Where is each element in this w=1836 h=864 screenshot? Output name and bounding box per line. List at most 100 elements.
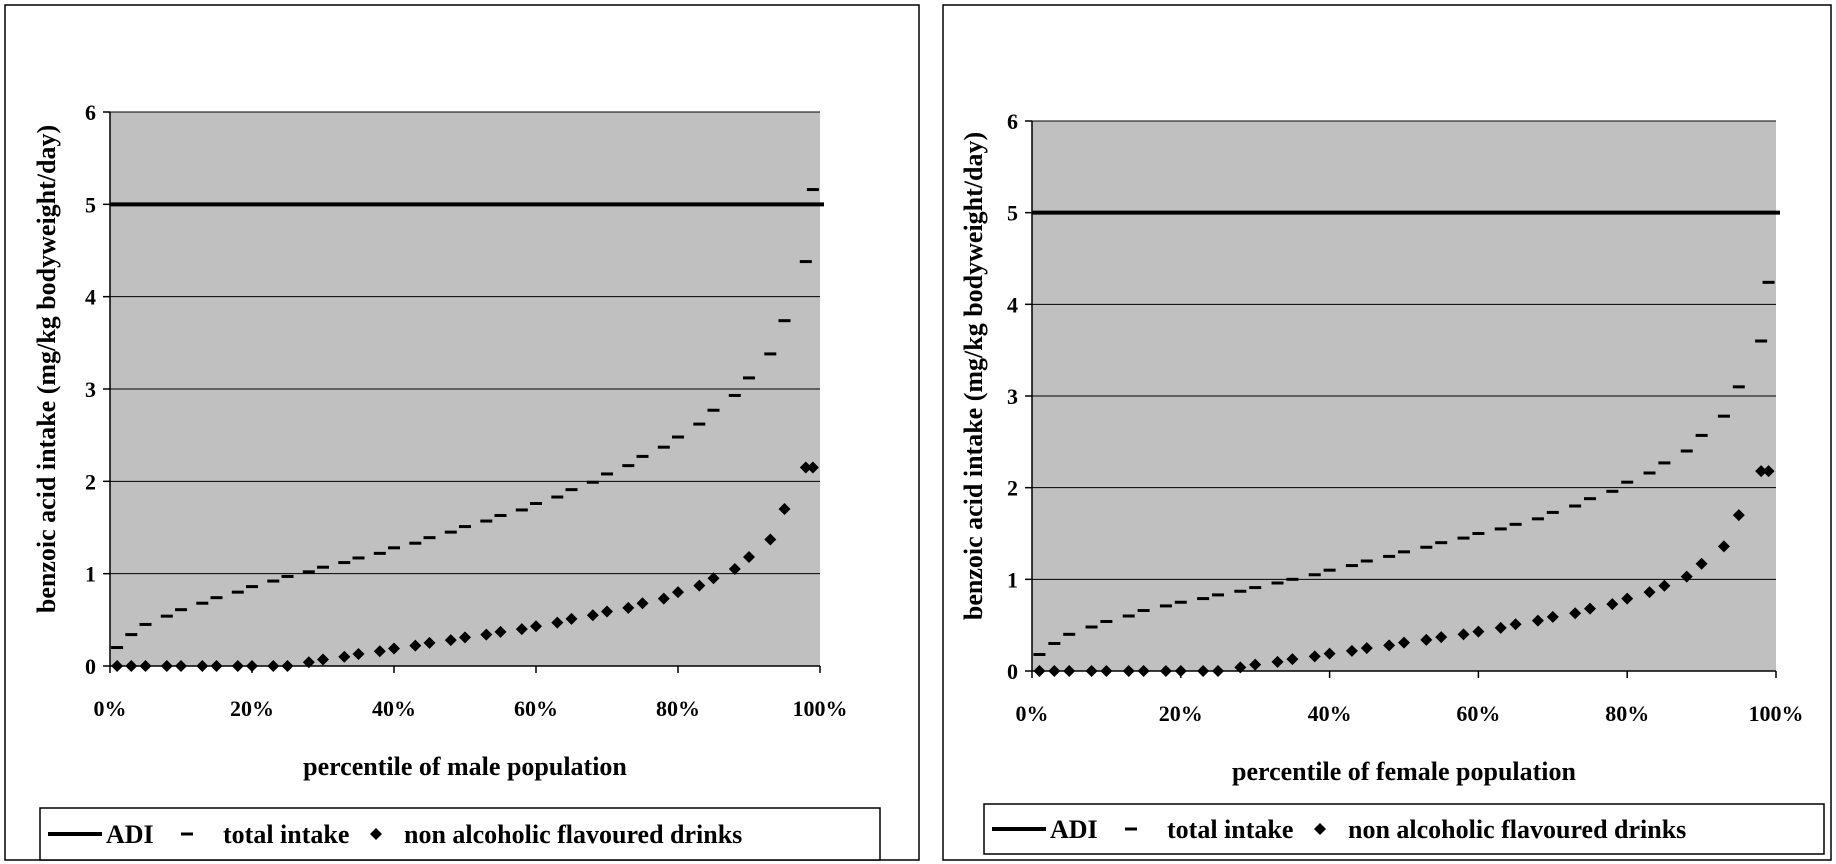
total-intake-point xyxy=(1435,541,1448,545)
drinks-point xyxy=(1457,628,1470,641)
legend-box xyxy=(983,803,1825,855)
y-tick-label: 5 xyxy=(85,192,96,217)
drinks-point xyxy=(778,503,791,516)
total-intake-point xyxy=(1345,564,1358,568)
drinks-point xyxy=(317,653,329,666)
drinks-point xyxy=(1643,586,1656,599)
total-intake-point xyxy=(1546,510,1559,514)
total-intake-point xyxy=(1271,581,1284,585)
y-tick-label: 0 xyxy=(85,654,96,679)
total-intake-point xyxy=(246,585,258,589)
total-intake-point xyxy=(1100,620,1113,623)
drinks-point xyxy=(565,612,578,625)
drinks-point xyxy=(1658,579,1671,592)
total-intake-point xyxy=(352,556,365,560)
total-intake-point xyxy=(210,596,223,600)
x-tick-label: 100% xyxy=(793,696,848,721)
total-intake-point xyxy=(1286,577,1299,581)
total-intake-point xyxy=(175,608,187,612)
total-intake-point xyxy=(388,546,400,550)
total-intake-point xyxy=(1643,471,1656,475)
drinks-point xyxy=(373,645,386,658)
drinks-point xyxy=(494,625,507,638)
x-tick-label: 80% xyxy=(1605,701,1649,726)
drinks-point xyxy=(160,660,173,672)
drinks-point xyxy=(1360,642,1373,655)
drinks-point xyxy=(1234,661,1247,674)
drinks-point xyxy=(601,605,613,618)
drinks-point xyxy=(1472,625,1485,638)
y-tick-label: 6 xyxy=(85,100,96,125)
total-intake-point xyxy=(423,536,436,540)
y-tick-label: 4 xyxy=(1007,292,1018,317)
total-intake-point xyxy=(672,435,684,439)
drinks-point xyxy=(799,461,812,474)
drinks-point xyxy=(1122,665,1135,677)
y-tick-label: 5 xyxy=(1007,201,1018,226)
total-intake-point xyxy=(1732,385,1745,389)
total-intake-point xyxy=(1420,545,1433,549)
total-intake-point xyxy=(160,614,173,618)
total-intake-point xyxy=(1621,480,1634,484)
legend: ADI total intake non alcoholic flavoured d… xyxy=(983,803,1825,855)
drinks-point xyxy=(388,642,400,655)
total-intake-point xyxy=(1249,586,1262,590)
drinks-point xyxy=(1732,509,1745,522)
total-intake-point xyxy=(1606,489,1619,493)
total-intake-point xyxy=(1360,559,1373,563)
drinks-point xyxy=(1584,602,1596,615)
drinks-point xyxy=(302,656,315,669)
drinks-point xyxy=(175,660,187,672)
total-intake-point xyxy=(459,525,471,529)
drinks-point xyxy=(707,572,720,585)
legend-total-swatch xyxy=(181,832,193,836)
total-intake-point xyxy=(1212,593,1224,597)
total-intake-point xyxy=(778,319,791,323)
drinks-point xyxy=(636,597,649,610)
total-intake-point xyxy=(1174,600,1187,604)
drinks-point xyxy=(1762,465,1775,478)
drinks-point xyxy=(515,623,528,636)
x-axis-title: percentile of male population xyxy=(303,752,627,781)
total-intake-point xyxy=(565,488,578,492)
drinks-point xyxy=(1569,607,1582,620)
y-tick-label: 1 xyxy=(1007,567,1018,592)
drinks-point xyxy=(1435,631,1448,644)
total-intake-point xyxy=(586,480,599,484)
drinks-point xyxy=(1048,665,1061,677)
drinks-point xyxy=(743,551,755,564)
legend-drinks-swatch xyxy=(370,828,382,840)
total-intake-point xyxy=(231,590,244,594)
drinks-point xyxy=(1546,610,1559,623)
total-intake-point xyxy=(636,454,649,458)
total-intake-point xyxy=(480,519,493,523)
drinks-point xyxy=(409,639,422,652)
drinks-point xyxy=(1271,655,1284,668)
drinks-point xyxy=(1033,665,1046,677)
x-tick-label: 20% xyxy=(1159,701,1203,726)
drinks-point xyxy=(1249,658,1262,671)
total-intake-point xyxy=(1755,339,1768,343)
total-intake-point xyxy=(1122,614,1135,618)
drinks-point xyxy=(1606,598,1619,611)
drinks-point xyxy=(551,616,564,629)
drinks-point xyxy=(806,461,819,474)
legend-drinks-swatch xyxy=(1314,823,1326,835)
drinks-point xyxy=(1531,614,1544,627)
total-intake-point xyxy=(1531,517,1544,521)
total-intake-point xyxy=(1033,653,1046,656)
legend-adi-label: ADI xyxy=(106,820,154,849)
legend-box xyxy=(39,807,881,861)
drinks-point xyxy=(231,660,244,672)
total-intake-point xyxy=(1063,632,1076,636)
total-intake-point xyxy=(1159,604,1172,608)
legend-total-swatch xyxy=(1125,827,1137,831)
y-axis-title: benzoic acid intake (mg/kg bodyweight/da… xyxy=(32,125,61,613)
total-intake-point xyxy=(196,601,209,605)
drinks-point xyxy=(480,628,493,641)
legend-adi-label: ADI xyxy=(1050,815,1098,844)
total-intake-point xyxy=(125,633,138,637)
x-tick-label: 40% xyxy=(372,696,416,721)
